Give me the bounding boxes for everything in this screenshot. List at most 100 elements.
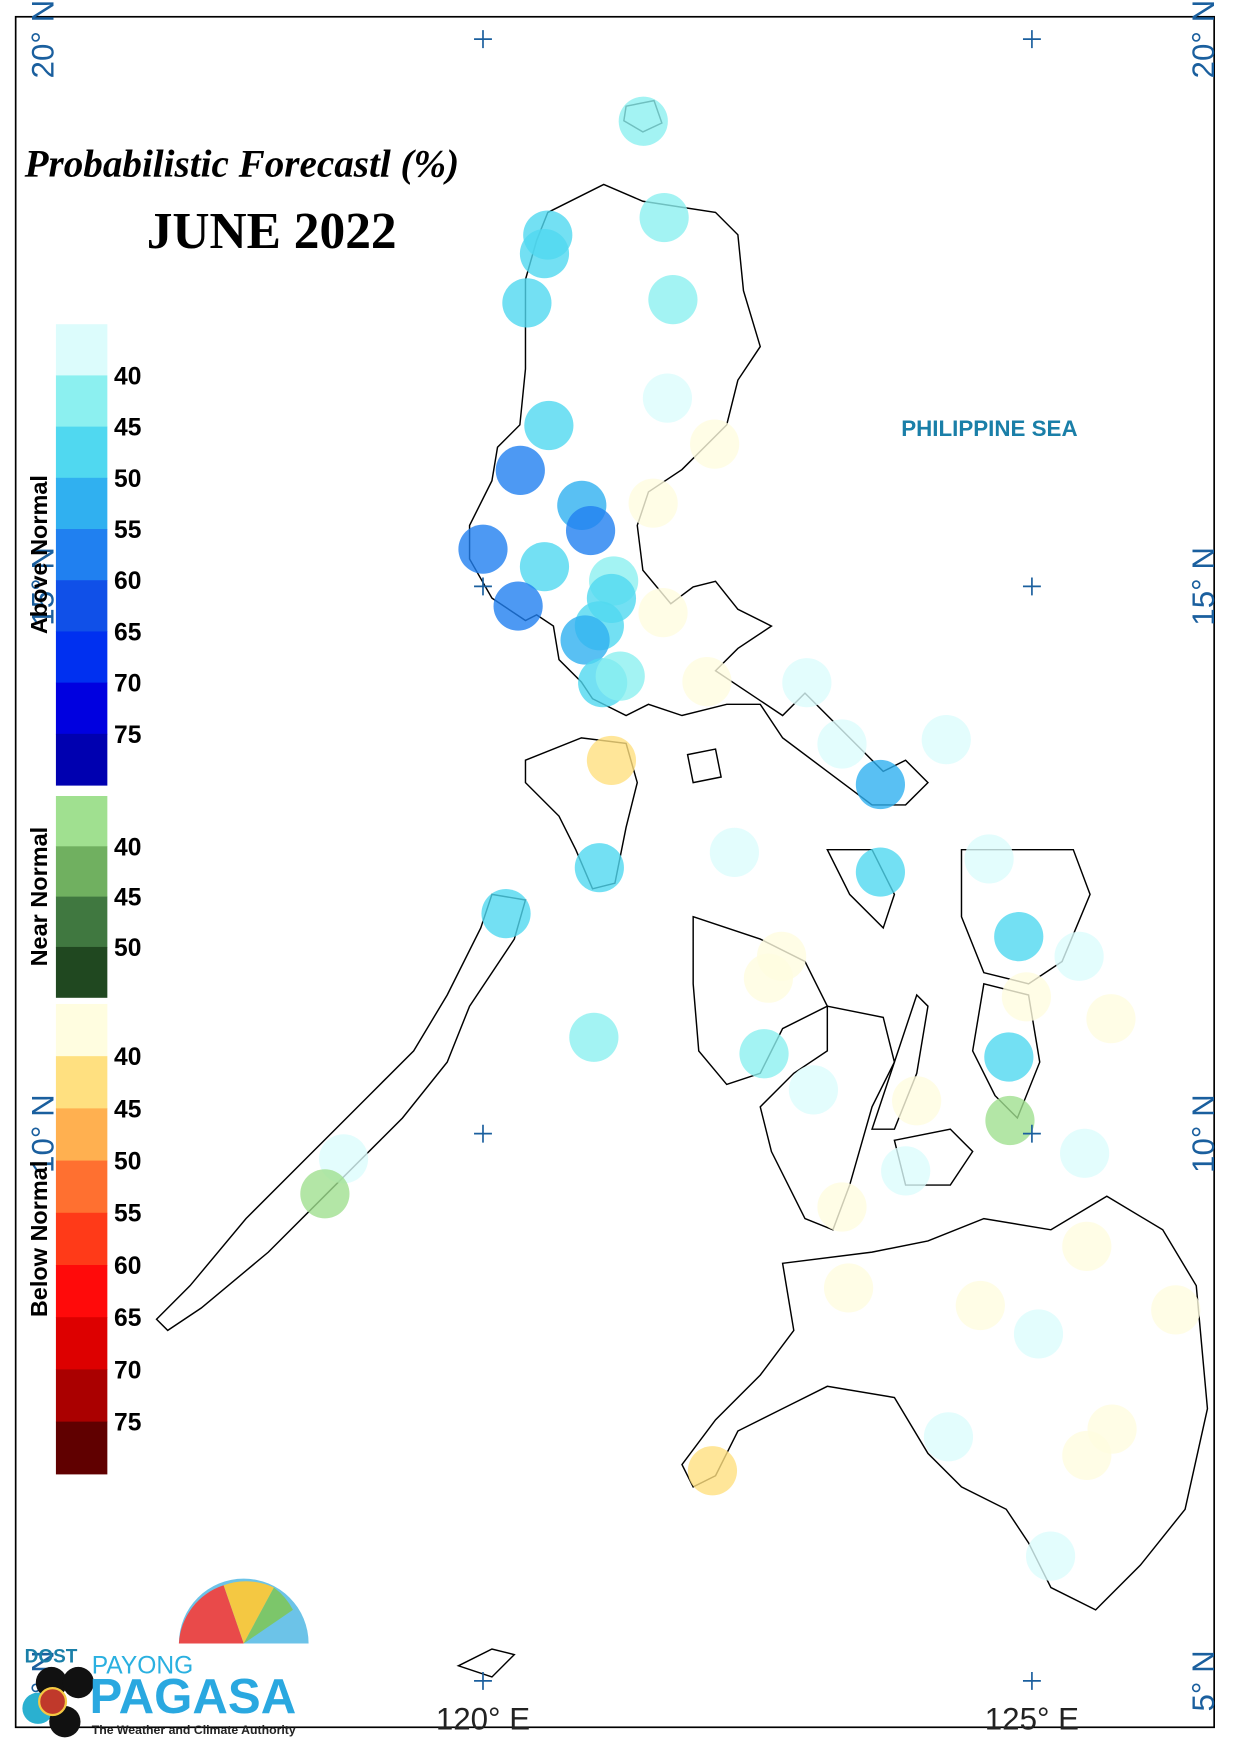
lat-label: 15° N	[1186, 547, 1221, 626]
umbrella-panel	[178, 1585, 244, 1644]
map-subtitle: JUNE 2022	[147, 203, 397, 260]
stations	[300, 96, 1201, 1581]
station	[1062, 1430, 1112, 1481]
legend-swatch	[55, 477, 108, 530]
station	[574, 843, 624, 893]
legend-group-name: Above Normal	[26, 475, 52, 634]
station	[739, 1029, 789, 1079]
station	[595, 651, 645, 701]
sea-label: PHILIPPINE SEA	[901, 416, 1077, 441]
station	[782, 658, 832, 708]
station	[642, 373, 693, 423]
station	[1013, 1309, 1064, 1359]
legend-swatch	[55, 682, 108, 735]
legend-swatch	[55, 946, 108, 998]
legend-swatch	[55, 896, 108, 948]
legend-tick: 70	[114, 671, 141, 698]
grid-cross	[1022, 577, 1041, 596]
station	[881, 1146, 931, 1196]
station	[1062, 1221, 1112, 1271]
station	[817, 719, 867, 769]
station	[817, 1182, 867, 1232]
lat-label: 10° N	[26, 1094, 61, 1173]
legend-tick: 75	[114, 1410, 141, 1437]
legend-tick: 40	[114, 834, 141, 861]
station	[923, 1412, 974, 1462]
legend-tick: 60	[114, 1253, 141, 1280]
legend-swatch	[55, 846, 108, 898]
lat-label: 5° N	[1186, 1650, 1221, 1711]
station	[638, 588, 688, 638]
station	[495, 445, 545, 495]
legend: 40 45 50 55 60 65 70 75 Above Normal 40 45 50 Near N…	[26, 324, 141, 1475]
grid-cross	[474, 1671, 492, 1690]
station	[569, 1012, 619, 1062]
lat-label: 20° N	[1186, 0, 1221, 78]
station	[855, 847, 906, 897]
legend-swatch	[55, 1108, 108, 1162]
station	[892, 1076, 942, 1126]
legend-tick: 50	[114, 1149, 141, 1176]
legend-tick: 50	[114, 935, 141, 962]
logo-brand-top: PAYONG	[92, 1653, 194, 1680]
legend-group-name: Near Normal	[26, 827, 52, 967]
legend-swatch	[55, 733, 108, 786]
grid-cross	[474, 1124, 492, 1143]
station	[1001, 972, 1052, 1022]
legend-tick: 70	[114, 1357, 141, 1384]
station	[1025, 1531, 1076, 1581]
station	[743, 953, 794, 1003]
legend-tick: 60	[114, 568, 141, 595]
legend-swatch	[55, 529, 108, 581]
station	[524, 400, 574, 451]
legend-tick: 40	[114, 363, 141, 390]
station	[628, 478, 678, 528]
station	[788, 1065, 839, 1115]
grid-cross	[1022, 30, 1041, 49]
dost-mark	[62, 1666, 94, 1699]
station	[921, 715, 971, 765]
legend-tick: 45	[114, 415, 141, 442]
station	[687, 1446, 738, 1496]
station	[1086, 994, 1136, 1044]
station	[964, 834, 1014, 884]
station	[565, 505, 616, 556]
station	[690, 419, 740, 469]
legend-tick: 65	[114, 619, 141, 646]
legend-swatch	[55, 375, 108, 428]
station	[955, 1280, 1005, 1331]
station	[1151, 1285, 1201, 1335]
station	[618, 96, 668, 146]
lat-label: 15° N	[26, 547, 61, 626]
legend-swatch	[55, 324, 108, 376]
station	[519, 229, 570, 279]
station	[458, 524, 508, 574]
legend-swatch	[55, 1421, 108, 1475]
logo-tagline: The Weather and Climate Authority	[92, 1723, 296, 1737]
logo-agency: DOST	[25, 1646, 78, 1667]
station	[586, 735, 637, 786]
station	[519, 542, 570, 592]
legend-swatch	[55, 1317, 108, 1370]
station	[502, 278, 552, 328]
legend-tick: 50	[114, 466, 141, 493]
grid-cross	[474, 577, 492, 596]
station	[823, 1263, 874, 1313]
station	[994, 912, 1044, 962]
legend-swatch	[55, 1264, 108, 1318]
legend-swatch	[55, 1160, 108, 1214]
legend-tick: 55	[114, 1201, 141, 1228]
umbrella-panel	[243, 1587, 293, 1644]
pagasa-seal	[38, 1687, 68, 1717]
legend-swatch	[55, 426, 108, 479]
legend-tick: 75	[114, 722, 141, 749]
station	[481, 889, 531, 939]
legend-swatch	[55, 580, 108, 632]
grid-cross	[474, 30, 492, 49]
legend-tick: 40	[114, 1044, 141, 1071]
station	[709, 827, 759, 877]
station	[1060, 1128, 1110, 1178]
station	[560, 615, 610, 665]
station	[855, 759, 906, 810]
